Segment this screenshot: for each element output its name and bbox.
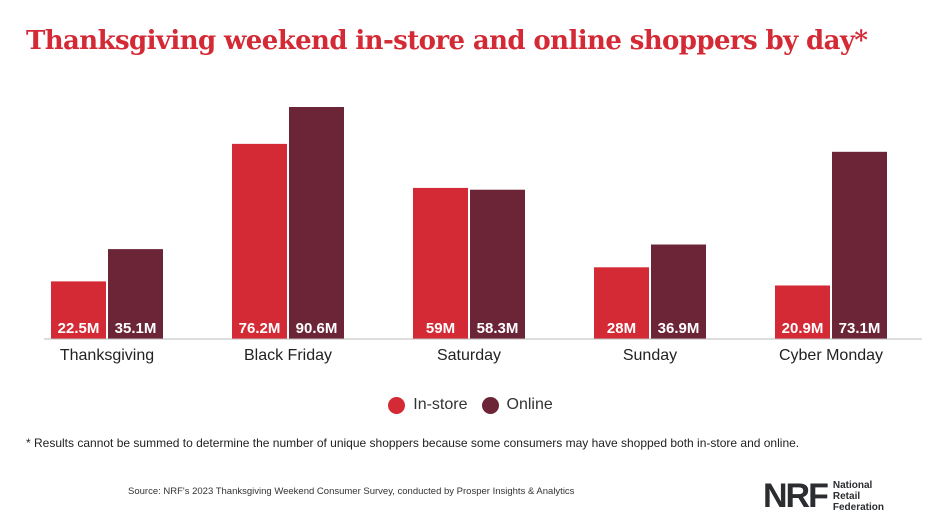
logo-wordmark: National Retail Federation — [833, 480, 884, 513]
logo-line-3: Federation — [832, 501, 885, 513]
x-tick-label-sunday: Sunday — [623, 347, 677, 364]
legend-swatch-in-store — [388, 396, 406, 414]
footnote: * Results cannot be summed to determine … — [26, 436, 800, 450]
bar-in-store-black-friday — [232, 143, 287, 339]
bar-label-online-saturday: 58.3M — [477, 320, 519, 337]
bar-in-store-cyber-monday — [775, 285, 830, 339]
x-tick-label-thanksgiving: Thanksgiving — [60, 347, 154, 364]
bar-label-in-store-thanksgiving: 22.5M — [58, 320, 100, 337]
logo-mark: NRF — [763, 477, 829, 515]
chart-title: Thanksgiving weekend in-store and online… — [26, 26, 868, 56]
nrf-logo: NRF National Retail Federation — [763, 478, 884, 514]
source-note: Source: NRF's 2023 Thanksgiving Weekend … — [128, 486, 575, 497]
x-tick-label-saturday: Saturday — [437, 347, 501, 364]
bar-label-in-store-black-friday: 76.2M — [239, 320, 281, 337]
bar-in-store-thanksgiving — [51, 281, 106, 339]
legend: In-store Online — [0, 396, 941, 414]
bar-label-online-sunday: 36.9M — [658, 320, 700, 337]
bar-label-online-black-friday: 90.6M — [296, 320, 338, 337]
bar-label-in-store-sunday: 28M — [607, 320, 636, 337]
bar-online-black-friday — [289, 107, 344, 339]
bar-chart: 22.5M 35.1M Thanksgiving 76.2M 90.6M Black Fr… — [44, 107, 922, 364]
legend-label-online: Online — [506, 396, 553, 413]
logo-line-2: Retail — [832, 490, 861, 502]
legend-swatch-online — [481, 396, 499, 414]
bar-label-in-store-cyber-monday: 20.9M — [782, 320, 824, 337]
legend-item-online: Online — [481, 396, 553, 414]
x-tick-label-cyber-monday: Cyber Monday — [779, 347, 883, 364]
logo-line-1: National — [832, 479, 873, 491]
bar-online-sunday — [651, 244, 706, 339]
bar-label-online-thanksgiving: 35.1M — [115, 320, 157, 337]
legend-label-in-store: In-store — [413, 396, 468, 413]
x-tick-label-black-friday: Black Friday — [244, 347, 332, 364]
bar-label-in-store-saturday: 59M — [426, 320, 455, 337]
legend-item-in-store: In-store — [388, 396, 468, 414]
bar-in-store-sunday — [594, 267, 649, 339]
bar-in-store-saturday — [413, 187, 468, 339]
bar-online-thanksgiving — [108, 249, 163, 339]
bar-online-cyber-monday — [832, 151, 887, 339]
bar-label-online-cyber-monday: 73.1M — [839, 320, 881, 337]
bar-online-saturday — [470, 189, 525, 339]
